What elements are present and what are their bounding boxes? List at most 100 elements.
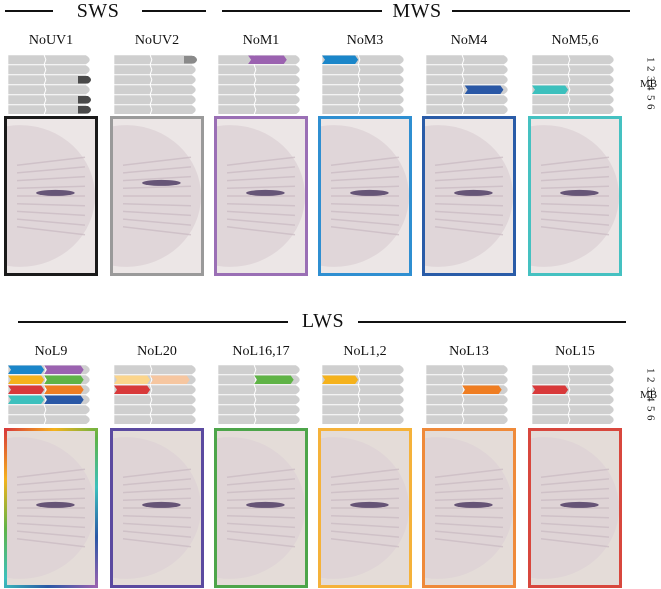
photoreceptor-layer [122,226,192,236]
segment-divider [149,394,153,405]
segment-divider [461,64,465,75]
segment-divider [567,384,571,395]
photoreceptor-layer [122,487,192,494]
segment-divider [149,94,153,105]
expression-bar [322,375,359,384]
segment-divider [43,94,47,105]
expression-bar [150,375,190,384]
photoreceptor-layer [330,468,400,478]
segment-divider [357,74,361,85]
segment-divider [461,414,465,424]
photo-graphic [321,431,409,585]
segment-divider [149,404,153,415]
segment-divider [357,104,361,114]
photoreceptor-layer [434,226,504,236]
in-situ-photo [318,428,412,588]
opsin-label: NoL15 [555,344,595,359]
opsin-label: NoL13 [449,344,489,359]
photoreceptor-layer [122,210,192,217]
ommatidial-row [114,404,197,415]
ommatidial-row [218,364,301,375]
segment-divider [357,64,361,75]
segment-divider [461,84,465,95]
photoreceptor-layer [540,468,610,478]
in-situ-photo [318,116,412,276]
photoreceptor-layer [540,218,610,226]
segment-divider [357,364,361,375]
segment-divider [567,94,571,105]
opsin-label: NoM1 [242,33,280,48]
ommatidial-row [8,84,91,95]
ommatidial-row [426,414,509,424]
photoreceptor-layer [226,530,296,538]
photoreceptor-layer [226,514,296,519]
ommatidial-row [218,394,301,405]
segment-divider [357,94,361,105]
photoreceptor-layer [122,538,192,548]
ommatidial-row [426,94,509,105]
segment-divider [461,404,465,415]
photoreceptor-layer [122,185,192,190]
ommatidial-row [114,74,197,85]
opsin-label: NoM3 [346,33,384,48]
in-situ-signal [246,501,285,508]
photoreceptor-layer [434,175,504,182]
ommatidial-row [322,394,405,405]
segment-divider [461,384,465,395]
photoreceptor-layer [434,478,504,486]
photoreceptor-layer [330,175,400,182]
expression-bar [532,85,569,94]
ommatidial-row [532,54,615,65]
main-body-diagram [218,54,301,114]
photo-graphic [531,431,619,585]
photoreceptor-layer [122,175,192,182]
photoreceptor-layer [540,226,610,236]
ommatidial-row [322,104,405,114]
photoreceptor-layer [16,497,86,502]
expression-tip [78,76,91,84]
photoreceptor-layer [540,156,610,166]
photoreceptor-layer [226,166,296,174]
ommatidial-row [114,104,197,114]
photoreceptor-layer [226,487,296,494]
in-situ-signal [454,189,493,196]
photoreceptor-layer [122,468,192,478]
segment-divider [149,364,153,375]
photoreceptor-layer [540,210,610,217]
photoreceptor-layer [540,538,610,548]
ommatidial-row [532,74,615,85]
ommatidial-row [322,64,405,75]
main-body-diagram [114,364,197,424]
segment-divider [43,404,47,415]
photoreceptor-layer [540,478,610,486]
photoreceptor-layer [540,175,610,182]
segment-divider [253,404,257,415]
photoreceptor-layer [330,497,400,502]
photo-graphic [113,119,201,273]
photoreceptor-layer [16,530,86,538]
photoreceptor-layer [434,218,504,226]
photoreceptor-layer [122,478,192,486]
segment-divider [567,74,571,85]
in-situ-photo [422,428,516,588]
ommatidial-row [8,414,91,424]
expression-bar [44,395,84,404]
mws-rule-left [222,10,382,12]
ommatidial-row [8,64,91,75]
photoreceptor-layer [226,175,296,182]
photo-graphic [7,119,95,273]
photoreceptor-layer [434,514,504,519]
segment-divider [567,54,571,65]
ommatidial-row [322,94,405,105]
photoreceptor-layer [330,478,400,486]
expression-tip [184,56,197,64]
segment-divider [253,414,257,424]
photoreceptor-layer [434,468,504,478]
photoreceptor-layer [226,497,296,502]
photoreceptor-layer [122,514,192,519]
photoreceptor-layer [434,522,504,529]
photoreceptor-layer [540,166,610,174]
expression-bar [44,385,84,394]
photoreceptor-layer [330,202,400,207]
photoreceptor-layer [540,185,610,190]
